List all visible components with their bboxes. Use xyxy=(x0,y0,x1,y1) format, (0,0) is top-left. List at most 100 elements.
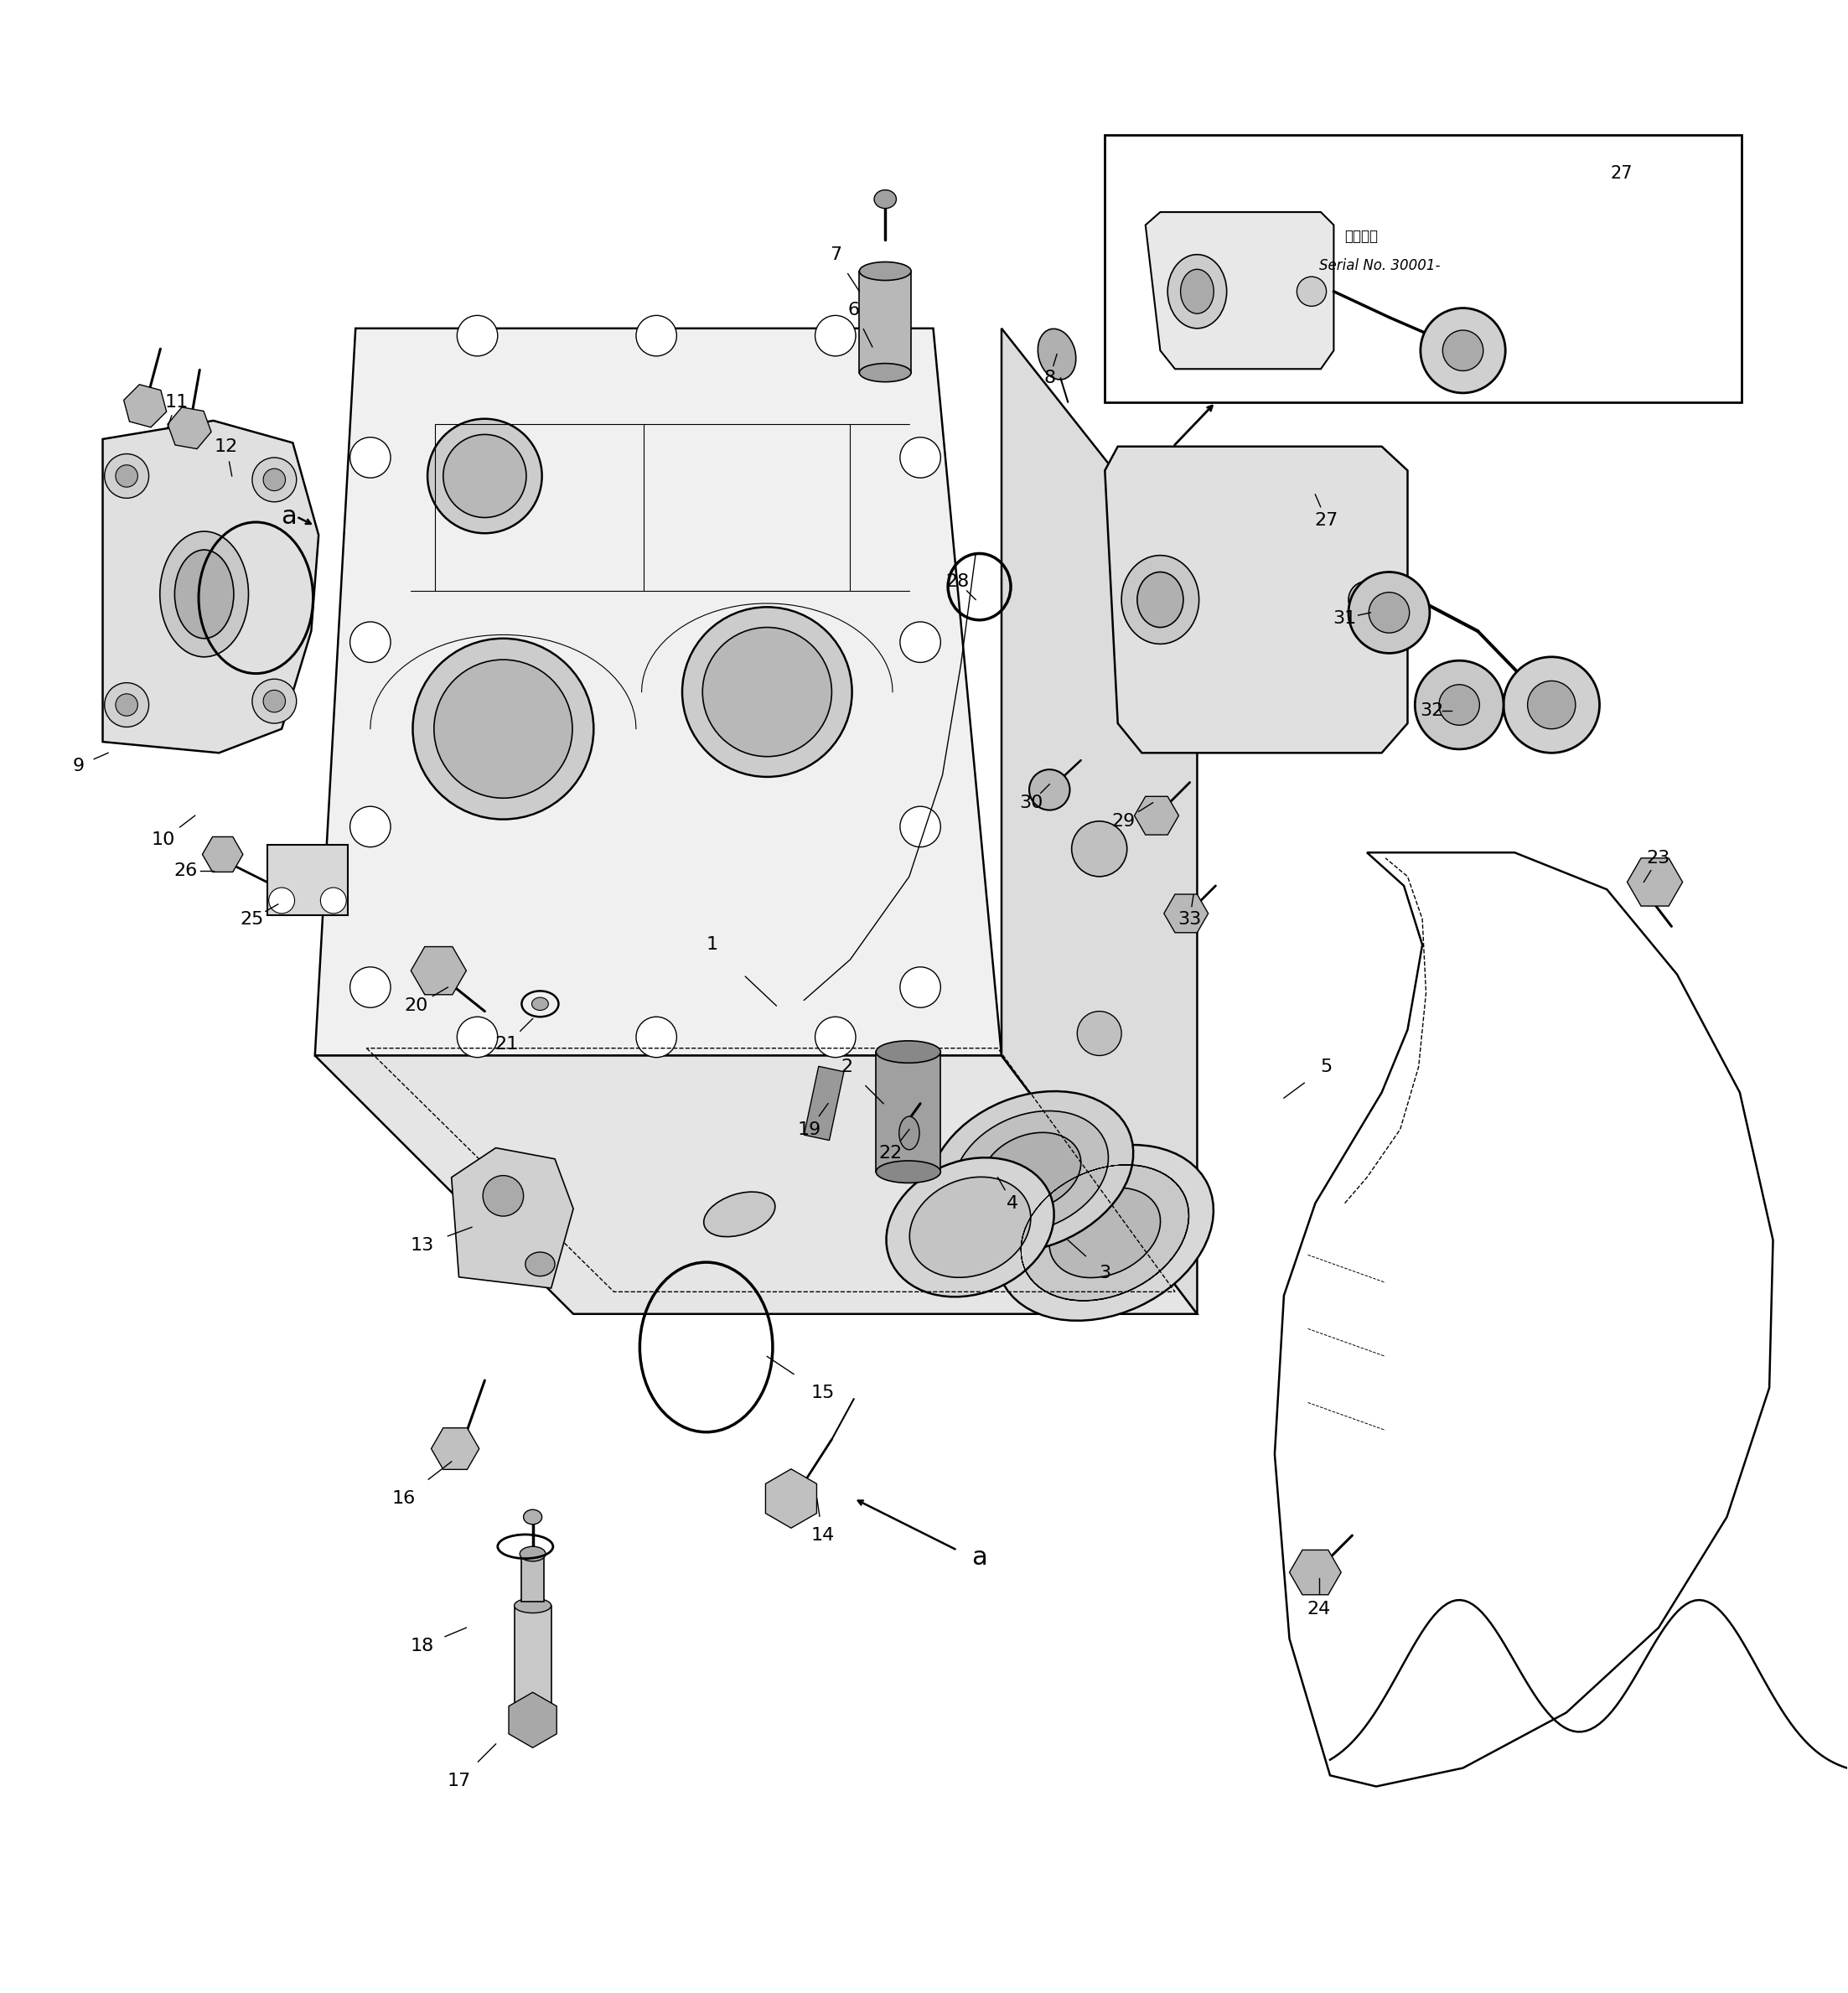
Polygon shape xyxy=(103,421,318,753)
Text: 24: 24 xyxy=(1307,1600,1331,1618)
Circle shape xyxy=(262,468,285,490)
Circle shape xyxy=(1072,821,1127,877)
Circle shape xyxy=(349,436,390,478)
Ellipse shape xyxy=(1137,572,1183,628)
Ellipse shape xyxy=(930,1092,1133,1252)
Text: a: a xyxy=(972,1545,987,1570)
Circle shape xyxy=(116,694,139,715)
Text: 29: 29 xyxy=(1111,813,1135,829)
Text: 25: 25 xyxy=(240,911,264,927)
Text: 27: 27 xyxy=(1611,165,1634,181)
Circle shape xyxy=(636,315,676,357)
Polygon shape xyxy=(314,1056,1198,1313)
Text: 27: 27 xyxy=(1314,512,1338,528)
Text: a: a xyxy=(281,504,298,528)
Circle shape xyxy=(900,967,941,1008)
Ellipse shape xyxy=(682,608,852,777)
Ellipse shape xyxy=(1050,1188,1161,1278)
Bar xyxy=(266,845,347,915)
Text: 適用号機: 適用号機 xyxy=(1345,229,1379,243)
Text: 11: 11 xyxy=(164,395,188,411)
Polygon shape xyxy=(168,407,211,448)
Text: 17: 17 xyxy=(447,1772,471,1790)
Text: 10: 10 xyxy=(152,831,176,847)
Text: 16: 16 xyxy=(392,1491,416,1507)
Ellipse shape xyxy=(525,1252,554,1276)
Text: 33: 33 xyxy=(1177,911,1201,927)
Polygon shape xyxy=(1164,895,1209,933)
Circle shape xyxy=(1528,682,1576,729)
Ellipse shape xyxy=(859,261,911,281)
Ellipse shape xyxy=(1349,582,1386,618)
Circle shape xyxy=(320,887,346,913)
Ellipse shape xyxy=(523,1509,541,1525)
Ellipse shape xyxy=(909,1178,1031,1278)
Ellipse shape xyxy=(434,660,573,797)
Ellipse shape xyxy=(1181,269,1214,313)
Circle shape xyxy=(262,690,285,712)
Polygon shape xyxy=(410,947,466,995)
Bar xyxy=(521,1557,543,1602)
Circle shape xyxy=(1443,331,1484,371)
Polygon shape xyxy=(1628,859,1682,907)
Polygon shape xyxy=(431,1427,479,1469)
Ellipse shape xyxy=(1168,255,1227,329)
Circle shape xyxy=(105,454,150,498)
Text: 20: 20 xyxy=(405,996,429,1014)
Text: 14: 14 xyxy=(811,1527,833,1545)
Circle shape xyxy=(1029,769,1070,809)
Circle shape xyxy=(116,464,139,486)
Text: 13: 13 xyxy=(410,1238,434,1254)
Text: 3: 3 xyxy=(1100,1266,1111,1281)
Ellipse shape xyxy=(859,363,911,383)
Text: 31: 31 xyxy=(1332,610,1356,626)
Bar xyxy=(876,1052,941,1172)
Circle shape xyxy=(1416,660,1504,749)
Text: 8: 8 xyxy=(1044,371,1055,387)
Polygon shape xyxy=(314,329,1002,1056)
Ellipse shape xyxy=(1297,277,1327,307)
Text: 9: 9 xyxy=(72,757,85,773)
Text: 32: 32 xyxy=(1419,702,1443,719)
Circle shape xyxy=(1440,684,1480,725)
Circle shape xyxy=(456,1016,497,1058)
Text: 7: 7 xyxy=(830,247,841,263)
Circle shape xyxy=(815,315,856,357)
Circle shape xyxy=(1504,658,1600,753)
Text: 18: 18 xyxy=(410,1638,434,1654)
Polygon shape xyxy=(1146,211,1334,369)
Bar xyxy=(804,1066,845,1140)
Polygon shape xyxy=(1105,446,1408,753)
Circle shape xyxy=(1349,572,1430,654)
Circle shape xyxy=(815,1016,856,1058)
Ellipse shape xyxy=(876,1160,941,1184)
Text: 19: 19 xyxy=(798,1120,821,1138)
Ellipse shape xyxy=(1122,556,1199,644)
Ellipse shape xyxy=(704,1192,774,1238)
Ellipse shape xyxy=(514,1598,551,1612)
Ellipse shape xyxy=(1039,329,1076,379)
Ellipse shape xyxy=(519,1547,545,1561)
Text: 21: 21 xyxy=(495,1036,519,1052)
Text: 23: 23 xyxy=(1647,849,1671,867)
Ellipse shape xyxy=(702,628,832,757)
Text: 4: 4 xyxy=(1007,1196,1018,1212)
Polygon shape xyxy=(765,1469,817,1529)
Circle shape xyxy=(349,622,390,662)
Circle shape xyxy=(349,807,390,847)
Circle shape xyxy=(1077,1010,1122,1056)
Circle shape xyxy=(636,1016,676,1058)
Circle shape xyxy=(456,315,497,357)
Polygon shape xyxy=(1002,329,1198,1313)
Ellipse shape xyxy=(996,1144,1214,1321)
Ellipse shape xyxy=(954,1110,1109,1234)
Polygon shape xyxy=(201,837,242,873)
Circle shape xyxy=(268,887,294,913)
Polygon shape xyxy=(508,1692,556,1748)
Circle shape xyxy=(251,680,296,723)
Ellipse shape xyxy=(161,532,248,658)
Ellipse shape xyxy=(532,996,549,1010)
Circle shape xyxy=(1421,309,1506,393)
Ellipse shape xyxy=(981,1132,1081,1212)
Ellipse shape xyxy=(1020,1164,1188,1301)
